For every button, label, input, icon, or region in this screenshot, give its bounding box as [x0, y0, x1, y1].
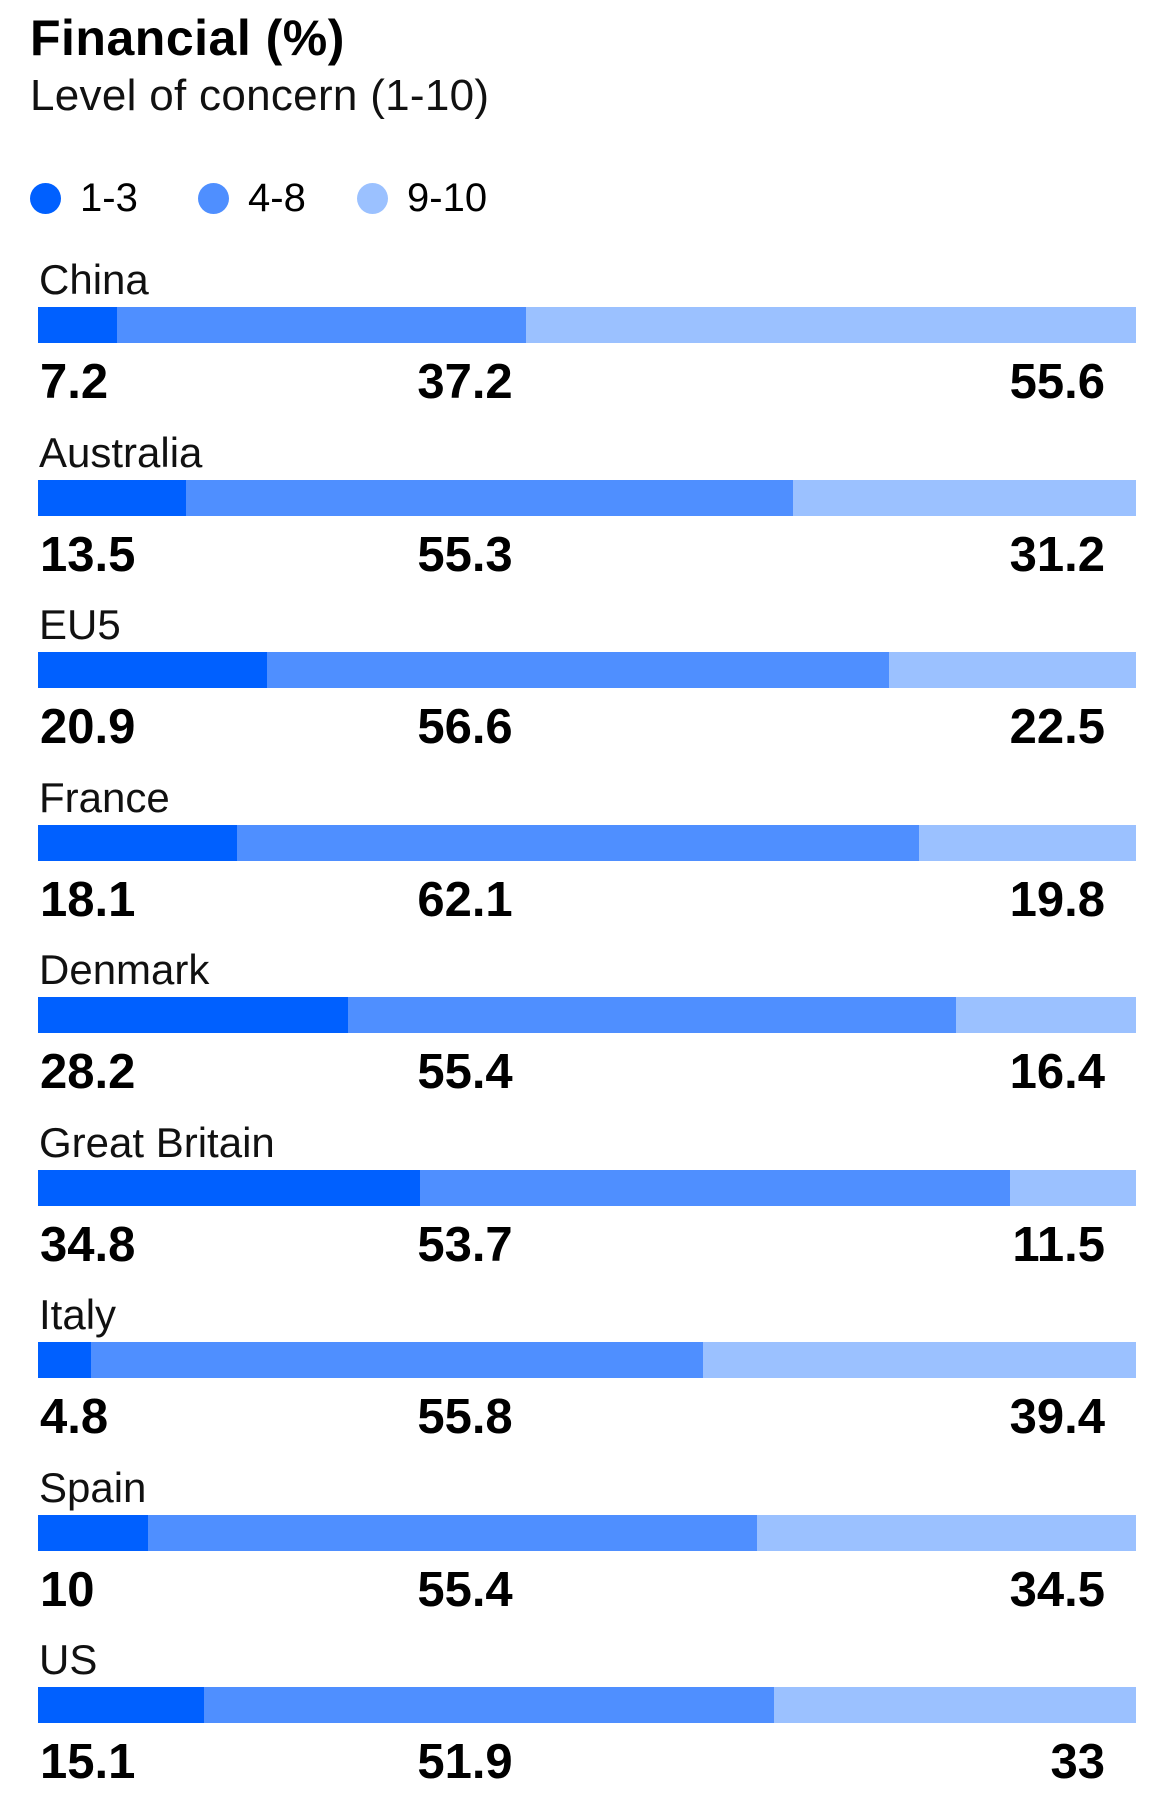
value-label-9-10: 11.5 [1012, 1217, 1105, 1272]
legend-dot-icon [30, 183, 61, 214]
bar-row-denmark: Denmark 28.2 55.4 16.4 [0, 946, 1167, 1118]
value-label-4-8: 55.4 [417, 1562, 513, 1617]
segment-1-3 [38, 824, 237, 861]
legend-dot-icon [357, 183, 388, 214]
segment-4-8 [267, 652, 889, 688]
stacked-bar [38, 1514, 1136, 1551]
category-label: France [39, 773, 170, 821]
value-label-9-10: 34.5 [1009, 1562, 1105, 1617]
segment-9-10 [703, 1342, 1136, 1378]
value-label-4-8: 56.6 [417, 700, 513, 754]
value-label-1-3: 10 [40, 1562, 95, 1617]
segment-9-10 [1010, 1169, 1136, 1206]
legend-label: 4-8 [248, 176, 306, 220]
category-label: Australia [39, 428, 203, 476]
value-label-4-8: 37.2 [417, 355, 513, 409]
segment-9-10 [774, 1687, 1136, 1723]
stacked-bar [38, 1169, 1136, 1206]
legend-label: 1-3 [80, 176, 138, 220]
category-label: Spain [39, 1463, 147, 1511]
segment-1-3 [38, 1169, 420, 1206]
value-label-1-3: 15.1 [40, 1735, 136, 1789]
value-label-1-3: 20.9 [40, 700, 136, 754]
value-label-4-8: 62.1 [417, 872, 513, 927]
stacked-bar [38, 652, 1136, 688]
stacked-bar [38, 824, 1136, 861]
value-label-9-10: 19.8 [1009, 872, 1105, 927]
value-label-4-8: 55.4 [417, 1045, 513, 1099]
value-label-9-10: 31.2 [1009, 527, 1105, 582]
value-label-9-10: 39.4 [1009, 1390, 1105, 1444]
segment-4-8 [148, 1514, 757, 1551]
segment-4-8 [420, 1169, 1010, 1206]
value-label-4-8: 53.7 [417, 1217, 513, 1272]
segment-1-3 [38, 997, 348, 1033]
value-label-1-3: 13.5 [40, 527, 136, 582]
segment-4-8 [186, 479, 793, 516]
category-label: EU5 [39, 601, 121, 648]
segment-9-10 [889, 652, 1136, 688]
segment-9-10 [956, 997, 1136, 1033]
chart-title: Financial (%) [30, 10, 345, 66]
bar-row-eu5: EU5 20.9 56.6 22.5 [0, 601, 1167, 773]
bar-row-italy: Italy 4.8 55.8 39.4 [0, 1291, 1167, 1463]
legend-dot-icon [198, 183, 229, 214]
value-label-1-3: 28.2 [40, 1045, 136, 1099]
bar-row-us: US 15.1 51.9 33 [0, 1636, 1167, 1808]
chart-subtitle: Level of concern (1-10) [30, 71, 490, 120]
bar-row-spain: Spain 10 55.4 34.5 [0, 1464, 1167, 1636]
value-label-9-10: 33 [1050, 1735, 1105, 1789]
stacked-bar [38, 1342, 1136, 1378]
bar-row-france: France 18.1 62.1 19.8 [0, 774, 1167, 946]
value-label-1-3: 34.8 [40, 1217, 136, 1272]
segment-9-10 [793, 479, 1136, 516]
segment-4-8 [237, 824, 919, 861]
segment-1-3 [38, 1342, 91, 1378]
segment-9-10 [919, 824, 1136, 861]
value-label-4-8: 55.8 [417, 1390, 513, 1444]
stacked-bar [38, 1687, 1136, 1723]
stacked-bar [38, 479, 1136, 516]
segment-4-8 [348, 997, 956, 1033]
legend-label: 9-10 [407, 176, 488, 220]
segment-9-10 [526, 307, 1136, 343]
segment-1-3 [38, 1514, 148, 1551]
value-label-1-3: 7.2 [40, 355, 109, 409]
segment-4-8 [117, 307, 526, 343]
stacked-bar [38, 307, 1136, 343]
segment-1-3 [38, 1687, 204, 1723]
segment-4-8 [204, 1687, 774, 1723]
segment-1-3 [38, 307, 117, 343]
value-label-1-3: 4.8 [40, 1390, 109, 1444]
category-label: US [39, 1636, 98, 1683]
value-label-9-10: 22.5 [1009, 700, 1105, 754]
value-label-9-10: 16.4 [1009, 1045, 1105, 1099]
category-label: Italy [39, 1291, 117, 1338]
value-label-1-3: 18.1 [40, 872, 136, 927]
category-label: Denmark [39, 946, 210, 993]
category-label: Great Britain [39, 1118, 275, 1166]
segment-9-10 [757, 1514, 1136, 1551]
value-label-4-8: 51.9 [417, 1735, 513, 1789]
category-label: China [39, 256, 149, 303]
bar-row-great-britain: Great Britain 34.8 53.7 11.5 [0, 1119, 1167, 1291]
value-label-9-10: 55.6 [1009, 355, 1105, 409]
bar-row-china: China 7.2 37.2 55.6 [0, 256, 1167, 428]
bar-row-australia: Australia 13.5 55.3 31.2 [0, 429, 1167, 601]
segment-1-3 [38, 652, 267, 688]
value-label-4-8: 55.3 [417, 527, 513, 582]
stacked-bar [38, 997, 1136, 1033]
segment-4-8 [91, 1342, 703, 1378]
segment-1-3 [38, 479, 186, 516]
